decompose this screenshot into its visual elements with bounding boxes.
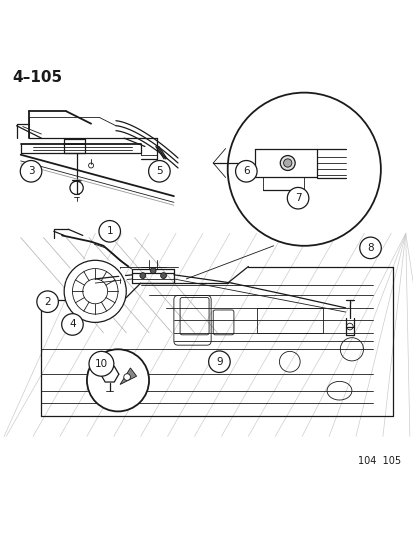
Circle shape	[227, 93, 380, 246]
Text: 7: 7	[294, 193, 301, 203]
Circle shape	[208, 351, 230, 373]
Circle shape	[359, 237, 380, 259]
Text: 5: 5	[156, 166, 162, 176]
Circle shape	[160, 273, 166, 279]
Text: 10: 10	[95, 359, 108, 369]
Text: 6: 6	[242, 166, 249, 176]
Circle shape	[287, 188, 308, 209]
Text: 3: 3	[28, 166, 34, 176]
Text: 9: 9	[216, 357, 222, 367]
Text: 4: 4	[69, 319, 76, 329]
Text: 4–105: 4–105	[12, 70, 62, 85]
Circle shape	[283, 159, 291, 167]
Circle shape	[280, 156, 294, 171]
Circle shape	[150, 268, 156, 273]
Circle shape	[123, 374, 130, 381]
Circle shape	[89, 351, 114, 376]
Text: 8: 8	[366, 243, 373, 253]
Polygon shape	[120, 368, 136, 384]
Circle shape	[88, 163, 93, 168]
Circle shape	[37, 291, 58, 312]
Circle shape	[346, 323, 352, 330]
Text: 2: 2	[44, 297, 51, 306]
Circle shape	[20, 160, 42, 182]
Circle shape	[148, 160, 170, 182]
Circle shape	[87, 349, 149, 411]
Circle shape	[64, 260, 126, 322]
Circle shape	[140, 273, 145, 279]
Text: 1: 1	[106, 227, 113, 236]
Text: 104  105: 104 105	[358, 456, 401, 466]
Circle shape	[99, 221, 120, 242]
Circle shape	[235, 160, 256, 182]
Circle shape	[62, 314, 83, 335]
